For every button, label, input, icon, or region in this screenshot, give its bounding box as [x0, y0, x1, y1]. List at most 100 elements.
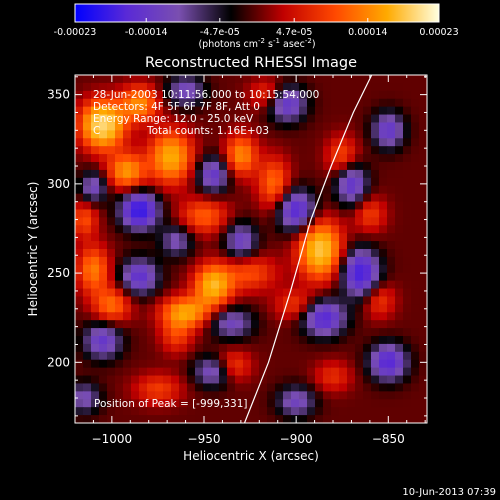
heatmap-cell: [283, 264, 292, 274]
heatmap-cell: [299, 201, 308, 211]
heatmap-cell: [379, 146, 388, 155]
heatmap-cell: [179, 154, 188, 163]
heatmap-cell: [283, 359, 292, 369]
heatmap-cell: [283, 193, 292, 203]
heatmap-cell: [419, 304, 427, 313]
heatmap-cell: [251, 249, 260, 258]
heatmap-cell: [227, 288, 236, 298]
heatmap-cell: [115, 169, 124, 179]
heatmap-cell: [299, 177, 308, 187]
heatmap-cell: [331, 209, 340, 218]
heatmap-cell: [187, 256, 196, 266]
heatmap-cell: [195, 90, 204, 100]
heatmap-cell: [123, 249, 132, 258]
heatmap-cell: [75, 312, 84, 321]
heatmap-cell: [331, 304, 340, 313]
heatmap-cell: [75, 256, 84, 266]
heatmap-cell: [411, 328, 420, 337]
heatmap-cell: [283, 106, 292, 116]
heatmap-cell: [115, 375, 124, 385]
heatmap-cell: [155, 82, 164, 92]
heatmap-cell: [243, 209, 252, 218]
heatmap-cell: [259, 82, 268, 92]
heatmap-cell: [403, 336, 412, 345]
heatmap-cell: [403, 415, 412, 423]
heatmap-cell: [379, 288, 388, 298]
annotation-energy-range: Energy Range: 12.0 - 25.0 keV: [93, 113, 254, 125]
heatmap-cell: [179, 351, 188, 361]
heatmap-cell: [315, 351, 324, 361]
heatmap-cell: [355, 296, 364, 305]
heatmap-cell: [291, 343, 300, 353]
unit-part-6: ): [312, 39, 316, 50]
heatmap-cell: [235, 272, 244, 282]
heatmap-cell: [403, 296, 412, 305]
heatmap-cell: [243, 288, 252, 298]
heatmap-cell: [203, 90, 212, 100]
heatmap-cell: [371, 367, 380, 377]
heatmap-cell: [331, 415, 340, 423]
heatmap-cell: [99, 407, 108, 416]
heatmap-cell: [203, 209, 212, 218]
heatmap-cell: [107, 343, 116, 353]
heatmap-cell: [419, 209, 427, 218]
heatmap-cell: [283, 399, 292, 408]
heatmap-cell: [259, 162, 268, 171]
heatmap-cell: [371, 351, 380, 361]
heatmap-cell: [91, 75, 100, 84]
heatmap-cell: [115, 312, 124, 321]
heatmap-cell: [307, 256, 316, 266]
heatmap-cell: [395, 391, 404, 400]
heatmap-cell: [339, 122, 348, 131]
colorbar-tick-label: 0.00023: [419, 27, 458, 38]
heatmap-cell: [307, 217, 316, 226]
heatmap-cell: [315, 138, 324, 147]
heatmap-cell: [363, 359, 372, 369]
heatmap-cell: [283, 201, 292, 211]
heatmap-cell: [211, 233, 220, 242]
heatmap-cell: [187, 209, 196, 218]
heatmap-cell: [219, 288, 228, 298]
heatmap-cell: [171, 328, 180, 337]
heatmap-cell: [187, 272, 196, 282]
heatmap-cell: [171, 146, 180, 155]
heatmap-cell: [171, 264, 180, 274]
heatmap-cell: [163, 185, 172, 195]
heatmap-cell: [227, 407, 236, 416]
heatmap-cell: [403, 201, 412, 211]
heatmap-cell: [115, 146, 124, 155]
heatmap-cell: [403, 328, 412, 337]
heatmap-cell: [195, 162, 204, 171]
heatmap-cell: [139, 82, 148, 92]
heatmap-cell: [131, 154, 140, 163]
heatmap-cell: [331, 122, 340, 131]
heatmap-cell: [235, 193, 244, 203]
heatmap-cell: [259, 375, 268, 385]
heatmap-cell: [91, 328, 100, 337]
heatmap-cell: [387, 407, 396, 416]
heatmap-cell: [363, 177, 372, 187]
heatmap-cell: [315, 106, 324, 116]
heatmap-cell: [259, 415, 268, 423]
heatmap-cell: [411, 288, 420, 298]
heatmap-cell: [203, 130, 212, 139]
heatmap-cell: [155, 328, 164, 337]
heatmap-cell: [155, 383, 164, 392]
heatmap-cell: [227, 185, 236, 195]
heatmap-cell: [275, 336, 284, 345]
heatmap-cell: [339, 106, 348, 116]
heatmap-cell: [379, 399, 388, 408]
heatmap-cell: [283, 122, 292, 131]
heatmap-cell: [107, 304, 116, 313]
heatmap-cell: [323, 351, 332, 361]
heatmap-cell: [235, 264, 244, 274]
heatmap-cell: [203, 391, 212, 400]
heatmap-cell: [227, 90, 236, 100]
heatmap-cell: [83, 130, 92, 139]
heatmap-cell: [259, 264, 268, 274]
heatmap-cell: [195, 209, 204, 218]
heatmap-cell: [315, 375, 324, 385]
heatmap-cell: [331, 193, 340, 203]
heatmap-cell: [259, 138, 268, 147]
heatmap-cell: [91, 154, 100, 163]
